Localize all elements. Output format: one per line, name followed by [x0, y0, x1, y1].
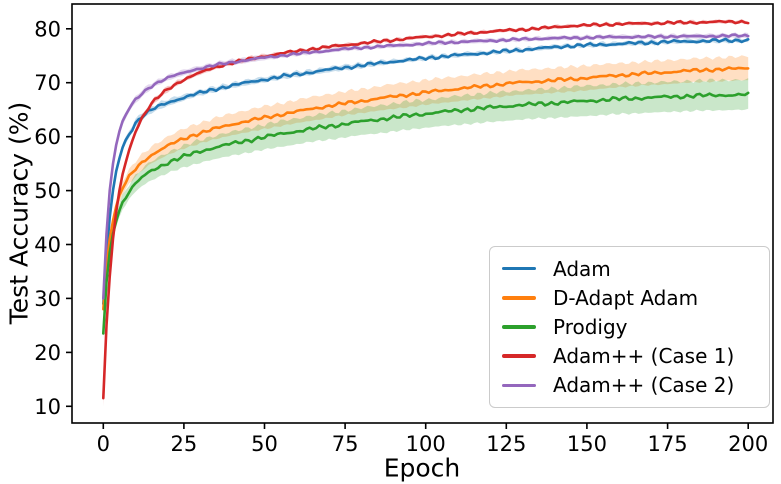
legend-item-label: Adam++ (Case 1): [553, 344, 735, 369]
legend-item-label: D-Adapt Adam: [553, 285, 699, 310]
y-tick-label: 10: [34, 395, 61, 419]
x-axis-label: Epoch: [383, 453, 461, 483]
legend-item-label: Prodigy: [553, 314, 628, 339]
legend-item-dadapt-adam: D-Adapt Adam: [500, 288, 759, 308]
y-tick-label: 80: [34, 17, 61, 41]
band-d-adapt-adam: [103, 55, 749, 315]
legend-line-swatch: [502, 354, 536, 358]
x-tick-label: 50: [251, 432, 278, 456]
legend-item-adampp-case2: Adam++ (Case 2): [500, 375, 759, 395]
line-d-adapt-adam: [102, 66, 750, 311]
legend-line-swatch: [502, 295, 536, 300]
legend-item-label: Adam++ (Case 2): [553, 373, 735, 398]
legend-item-prodigy: Prodigy: [500, 317, 759, 337]
legend-item-adam: Adam: [500, 259, 759, 279]
legend-line-swatch: [502, 266, 536, 271]
y-tick-label: 40: [34, 233, 61, 257]
line-adam-case-1: [102, 19, 750, 400]
y-tick-label: 50: [34, 179, 61, 203]
x-tick-label: 75: [332, 432, 359, 456]
legend-line-swatch: [502, 325, 536, 329]
line-adam-case-2: [102, 33, 750, 300]
x-tick-label: 125: [486, 432, 526, 456]
series-lines: [102, 19, 750, 400]
line-adam: [102, 37, 750, 306]
legend-item-label: Adam: [553, 256, 611, 281]
x-tick-label: 200: [728, 432, 768, 456]
y-axis-label: Test Accuracy (%): [4, 101, 34, 325]
x-tick-label: 25: [171, 432, 198, 456]
line-prodigy: [102, 91, 750, 335]
y-tick-label: 30: [34, 287, 61, 311]
x-tick-label: 100: [406, 432, 446, 456]
legend-line-swatch: [502, 383, 536, 388]
band-prodigy: [103, 78, 749, 339]
legend: Adam D-Adapt Adam Prodigy Adam++ (Case 1…: [489, 246, 770, 408]
confidence-bands: [103, 19, 749, 407]
legend-item-adampp-case1: Adam++ (Case 1): [500, 346, 759, 366]
y-tick-label: 20: [34, 341, 61, 365]
y-tick-label: 70: [34, 71, 61, 95]
x-tick-label: 175: [648, 432, 688, 456]
y-tick-label: 60: [34, 125, 61, 149]
x-tick-label: 0: [97, 432, 110, 456]
axes: 0 25 50 75 100 125 150 175 200 10 20 30 40 50 60 70 80: [34, 3, 774, 456]
plot-frame: [71, 3, 774, 424]
x-tick-label: 150: [567, 432, 607, 456]
